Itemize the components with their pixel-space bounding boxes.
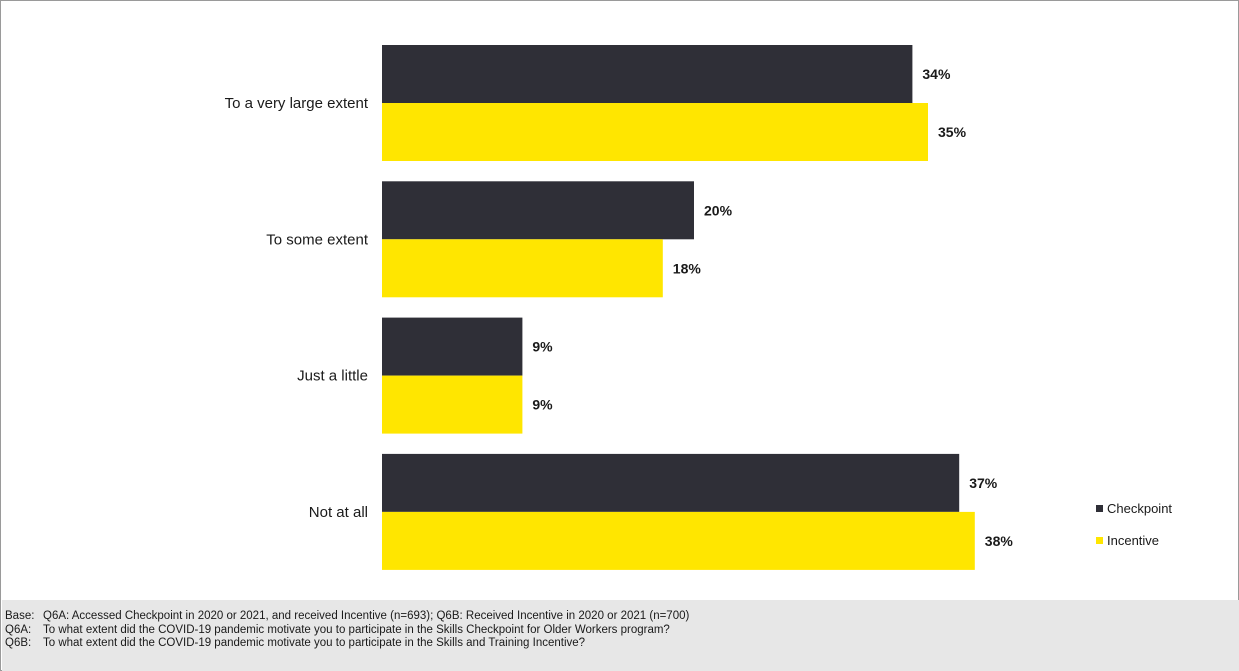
value-label-incentive-to-a-very-large-extent: 35% — [938, 124, 967, 140]
value-label-incentive-to-some-extent: 18% — [673, 260, 702, 276]
bar-incentive-to-some-extent — [382, 239, 663, 298]
bar-checkpoint-to-some-extent — [382, 181, 694, 240]
note-q6a: Q6A: To what extent did the COVID-19 pan… — [2, 624, 1239, 638]
legend-label-incentive: Incentive — [1107, 533, 1159, 548]
note-base-key: Base: — [5, 610, 35, 622]
bar-incentive-just-a-little — [382, 375, 523, 434]
bar-incentive-to-a-very-large-extent — [382, 103, 928, 161]
bar-checkpoint-to-a-very-large-extent — [382, 45, 913, 103]
value-label-incentive-just-a-little: 9% — [532, 397, 553, 413]
bar-chart: To a very large extent 34% 35% To some exte… — [225, 45, 1172, 570]
legend-swatch-checkpoint — [1096, 505, 1103, 512]
note-q6a-text: To what extent did the COVID-19 pandemic… — [43, 623, 670, 636]
note-base: Base: Q6A: Accessed Checkpoint in 2020 o… — [2, 610, 1239, 624]
value-label-checkpoint-not-at-all: 37% — [969, 475, 998, 491]
bar-checkpoint-just-a-little — [382, 317, 523, 376]
category-label-to-a-very-large-extent: To a very large extent — [225, 95, 369, 112]
legend-swatch-incentive — [1096, 537, 1103, 544]
bar-checkpoint-not-at-all — [382, 453, 960, 512]
value-label-checkpoint-just-a-little: 9% — [532, 339, 553, 355]
value-label-checkpoint-to-a-very-large-extent: 34% — [922, 66, 951, 82]
value-label-incentive-not-at-all: 38% — [985, 533, 1014, 549]
note-q6b-text: To what extent did the COVID-19 pandemic… — [43, 637, 586, 649]
footnotes: Base: Q6A: Accessed Checkpoint in 2020 o… — [2, 600, 1239, 671]
legend-label-checkpoint: Checkpoint — [1107, 501, 1172, 516]
note-q6a-key: Q6A: — [5, 623, 32, 636]
note-q6b: Q6B: To what extent did the COVID-19 pan… — [2, 637, 1239, 651]
value-label-checkpoint-to-some-extent: 20% — [704, 202, 733, 218]
category-label-not-at-all: Not at all — [309, 504, 368, 521]
bar-incentive-not-at-all — [382, 511, 975, 570]
note-base-text: Q6A: Accessed Checkpoint in 2020 or 2021… — [43, 610, 690, 622]
category-label-to-some-extent: To some extent — [266, 231, 369, 248]
category-label-just-a-little: Just a little — [297, 368, 368, 385]
note-q6b-key: Q6B: — [5, 637, 32, 649]
